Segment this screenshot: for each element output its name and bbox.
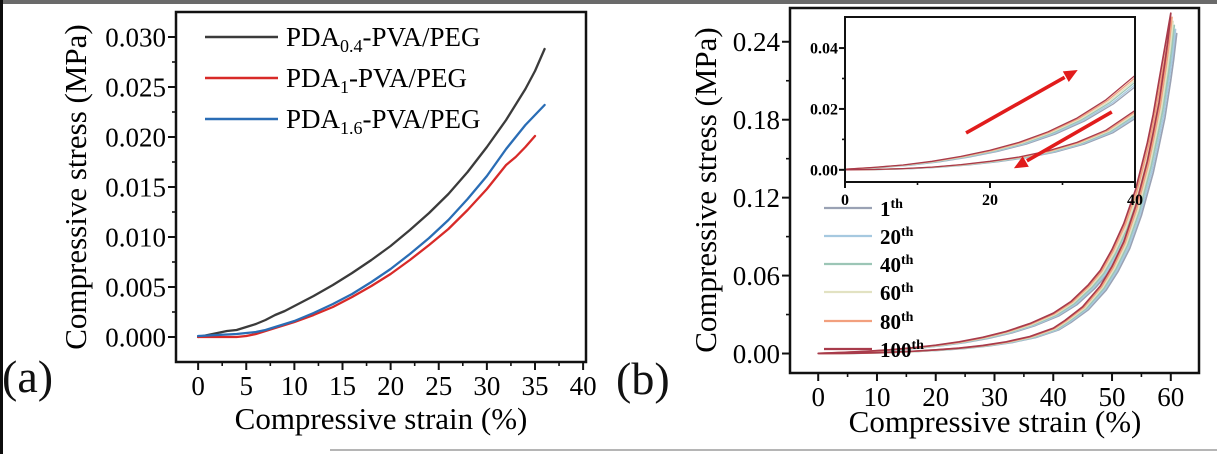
panel-a-y-tick-label: 0.000 — [105, 322, 166, 352]
series-line-1 — [196, 134, 537, 339]
inset-cycle-loop-100 — [846, 75, 1134, 171]
panel-a-y-tick-label: 0.005 — [105, 272, 166, 302]
panel-b-x-tick-label: 40 — [1040, 382, 1067, 412]
legend-a-label-1: PDA1-PVA/PEG — [286, 63, 467, 97]
inset-x-tick-label: 40 — [1127, 192, 1143, 209]
inset-x-tick-label: 20 — [982, 192, 998, 209]
panel-a-y-tick-label: 0.010 — [105, 222, 166, 252]
panel-b-y-tick-label: 0.24 — [733, 27, 781, 57]
panel-b-ylabel: Compressive stress (MPa) — [688, 27, 723, 353]
panel-a-x-tick-label: 10 — [281, 371, 308, 401]
panel-a-y-tick-label: 0.025 — [105, 72, 166, 102]
panel-b-x-tick-label: 60 — [1157, 382, 1184, 412]
panel-a-x-tick-label: 30 — [473, 371, 500, 401]
cycle-loop-100 — [817, 12, 1172, 355]
legend-a-label-2: PDA1.6-PVA/PEG — [286, 104, 481, 138]
panel-a-x-tick-label: 35 — [521, 371, 548, 401]
unloading-arrow-head — [1013, 156, 1029, 169]
inset-cycle-loop-80 — [846, 77, 1134, 171]
figure-border-bottom — [330, 449, 1217, 451]
panel-b-letter: (b) — [616, 353, 670, 404]
panel-b-x-tick-label: 30 — [981, 382, 1008, 412]
panel-a-y-tick-label: 0.020 — [105, 122, 166, 152]
panel-b-x-tick-label: 0 — [811, 382, 825, 412]
series-line-0 — [196, 47, 546, 339]
inset-x-tick-label: 0 — [841, 192, 849, 209]
panel-a-x-tick-label: 25 — [425, 371, 452, 401]
inset-cycle-loop-20 — [850, 84, 1134, 171]
panel-a-x-tick-label: 15 — [329, 371, 356, 401]
legend-b-label-1: 20th — [880, 225, 914, 249]
inset-y-tick-label: 0.00 — [810, 162, 838, 179]
inset-y-tick-label: 0.02 — [810, 102, 838, 119]
legend-b-label-3: 60th — [880, 281, 914, 305]
inset-bg — [844, 16, 1136, 183]
panel-b-y-tick-label: 0.18 — [733, 105, 780, 135]
legend-b-label-2: 40th — [880, 253, 914, 277]
figure-border-left — [0, 0, 3, 454]
panel-b-curves — [817, 12, 1178, 355]
panel-b-x-tick-label: 20 — [922, 382, 949, 412]
unloading-arrow — [1026, 110, 1113, 163]
series-line-2 — [196, 103, 546, 338]
panel-a-y-tick-label: 0.015 — [105, 172, 166, 202]
legend-a-label-0: PDA0.4-PVA/PEG — [286, 22, 481, 56]
panel-a-x-tick-label: 0 — [191, 371, 205, 401]
loading-arrow — [965, 75, 1066, 135]
legend-b-label-0: 1th — [880, 197, 903, 221]
legend-b-label-5: 100th — [880, 338, 924, 362]
panel-a-x-tick-label: 20 — [377, 371, 404, 401]
panel-a-x-tick-label: 5 — [240, 371, 254, 401]
panel-b-y-tick-label: 0.06 — [733, 261, 780, 291]
panel-b-xlabel: Compressive strain (%) — [848, 404, 1142, 439]
panel-b-x-tick-label: 10 — [863, 382, 890, 412]
panel-b-y-tick-label: 0.00 — [733, 339, 780, 369]
panel-a-letter: (a) — [2, 351, 54, 402]
loading-arrow-head — [1062, 69, 1078, 82]
panel-a-y-tick-label: 0.030 — [105, 22, 166, 52]
figure-border-top — [0, 0, 1217, 4]
panel-a-xlabel: Compressive strain (%) — [234, 401, 528, 436]
panel-b-y-tick-label: 0.12 — [733, 183, 780, 213]
panel-b-x-tick-label: 50 — [1099, 382, 1126, 412]
panel-a-ylabel: Compressive stress (MPa) — [58, 24, 93, 350]
legend-b-label-4: 80th — [880, 310, 914, 334]
panel-a-x-tick-label: 40 — [570, 371, 597, 401]
inset-y-tick-label: 0.04 — [810, 41, 838, 58]
inset-curves — [846, 75, 1134, 171]
